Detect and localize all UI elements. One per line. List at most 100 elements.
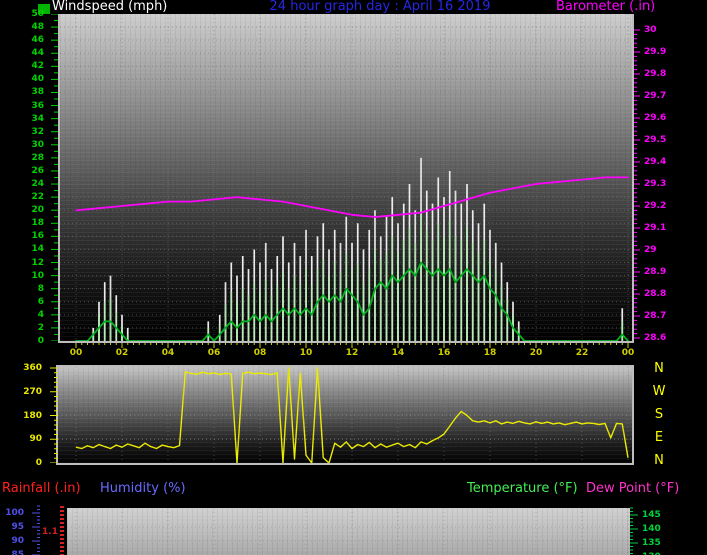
humidity-tick-label: 90 bbox=[11, 536, 24, 546]
hour-tick-label: 08 bbox=[253, 348, 267, 358]
page-title: 24 hour graph day : April 16 2019 bbox=[269, 0, 491, 14]
windspeed-tick-label: 28 bbox=[31, 152, 44, 163]
humidity-axis-ticks bbox=[32, 505, 40, 555]
windspeed-legend-swatch bbox=[38, 4, 50, 14]
windspeed-tick-label: 14 bbox=[31, 244, 44, 255]
direction-tick-label: 360 bbox=[23, 363, 42, 373]
windspeed-tick-label: 34 bbox=[31, 113, 44, 124]
windspeed-tick-label: 30 bbox=[31, 139, 44, 150]
compass-letter: S bbox=[654, 407, 664, 422]
barometer-tick-label: 29.6 bbox=[644, 113, 667, 123]
windspeed-tick-label: 12 bbox=[31, 257, 44, 268]
barometer-tick-label: 28.6 bbox=[644, 333, 667, 343]
humidity-title: Humidity (%) bbox=[100, 481, 186, 496]
windspeed-axis-ticks bbox=[51, 14, 58, 341]
temperature-tick-label: 135 bbox=[642, 538, 661, 548]
direction-tick-label: 180 bbox=[23, 410, 42, 421]
windspeed-axis-labels: 50 48 46 44 42 40 38 36 34 32 30 28 26 24 22 20 18 16 14 12… bbox=[0, 9, 46, 346]
compass-letter: E bbox=[654, 430, 664, 445]
windspeed-tick-label: 36 bbox=[31, 100, 44, 111]
barometer-tick-label: 28.9 bbox=[644, 267, 667, 277]
hour-tick-label: 20 bbox=[529, 348, 543, 358]
hour-tick-label: 00 bbox=[69, 348, 83, 358]
barometer-axis-labels: 30 29.9 29.8 29.7 29.6 29.5 29.4 29.3 29.2 29.1 29… bbox=[644, 14, 704, 343]
barometer-tick-label: 29.9 bbox=[644, 47, 667, 57]
windspeed-tick-label: 22 bbox=[31, 192, 44, 203]
windspeed-tick-label: 42 bbox=[31, 61, 44, 72]
windspeed-tick-label: 46 bbox=[31, 35, 44, 46]
wind-direction-plot-canvas bbox=[58, 367, 632, 463]
temperature-title: Temperature (°F) bbox=[467, 481, 578, 496]
windspeed-tick-label: 8 bbox=[37, 283, 44, 294]
windspeed-tick-label: 18 bbox=[31, 218, 44, 229]
windspeed-tick-label: 2 bbox=[37, 322, 44, 333]
compass-letter: N bbox=[654, 453, 664, 468]
windspeed-tick-label: 4 bbox=[37, 309, 44, 320]
barometer-tick-label: 29.3 bbox=[644, 179, 667, 189]
compass-letter: W bbox=[652, 384, 666, 399]
hour-tick-label: 10 bbox=[299, 348, 313, 358]
barometer-tick-label: 28.7 bbox=[644, 311, 667, 321]
direction-plot-right-border bbox=[632, 365, 634, 465]
main-plot-left-border bbox=[58, 14, 60, 343]
barometer-tick-label: 29.2 bbox=[644, 201, 667, 211]
temperature-axis-labels: 145 140 135 130 bbox=[642, 505, 672, 555]
windspeed-barometer-plot bbox=[60, 14, 632, 341]
barometer-tick-label: 28.8 bbox=[644, 289, 667, 299]
barometer-title: Barometer (.in) bbox=[556, 0, 656, 14]
windspeed-barometer-plot-canvas bbox=[60, 14, 632, 341]
direction-tick-label: 0 bbox=[35, 458, 42, 468]
windspeed-tick-label: 50 bbox=[31, 9, 44, 19]
rainfall-title: Rainfall (.in) bbox=[2, 481, 81, 496]
hour-tick-label: 14 bbox=[391, 348, 405, 358]
windspeed-tick-label: 10 bbox=[31, 270, 44, 281]
barometer-tick-label: 29.4 bbox=[644, 157, 667, 167]
barometer-tick-label: 29.5 bbox=[644, 135, 667, 145]
temperature-tick-label: 145 bbox=[642, 510, 661, 520]
direction-axis-ticks bbox=[50, 367, 58, 463]
rain-humidity-temp-plot-canvas bbox=[67, 508, 630, 555]
hour-tick-label: 18 bbox=[483, 348, 497, 358]
humidity-axis-labels: 100 95 90 85 bbox=[0, 505, 26, 555]
humidity-tick-label: 85 bbox=[11, 550, 24, 555]
hour-tick-label: 02 bbox=[115, 348, 129, 358]
windspeed-tick-label: 24 bbox=[31, 179, 44, 190]
windspeed-tick-label: 20 bbox=[31, 205, 44, 216]
windspeed-tick-label: 0 bbox=[37, 336, 44, 346]
rain-axis-ticks bbox=[60, 506, 64, 555]
main-plot-right-border bbox=[632, 14, 634, 343]
rain-axis-value: 1.1 bbox=[42, 527, 58, 537]
hour-tick-label: 04 bbox=[161, 348, 175, 358]
hour-tick-label: 16 bbox=[437, 348, 451, 358]
hour-tick-label: 06 bbox=[207, 348, 221, 358]
barometer-tick-label: 29.1 bbox=[644, 223, 667, 233]
direction-tick-label: 90 bbox=[29, 434, 42, 445]
windspeed-tick-label: 38 bbox=[31, 87, 44, 98]
barometer-tick-label: 29.8 bbox=[644, 69, 667, 79]
direction-plot-top-border bbox=[56, 365, 634, 367]
temperature-tick-label: 130 bbox=[642, 552, 661, 555]
humidity-tick-label: 100 bbox=[5, 508, 24, 518]
main-plot-bottom-border bbox=[58, 341, 634, 343]
hour-tick-label: 22 bbox=[575, 348, 589, 358]
dew-point-title: Dew Point (°F) bbox=[586, 481, 680, 496]
hour-tick-label: 12 bbox=[345, 348, 359, 358]
barometer-tick-label: 29 bbox=[644, 245, 657, 255]
direction-axis-labels: 360 270 180 90 0 bbox=[0, 363, 44, 468]
barometer-tick-label: 30 bbox=[644, 25, 657, 35]
windspeed-tick-label: 32 bbox=[31, 126, 44, 137]
windspeed-tick-label: 48 bbox=[31, 22, 44, 33]
windspeed-tick-label: 26 bbox=[31, 165, 44, 176]
direction-plot-bottom-border bbox=[56, 463, 634, 465]
hour-axis-labels: 00 02 04 06 08 10 12 14 16 18 20 22 00 bbox=[60, 348, 635, 360]
temperature-axis-ticks bbox=[630, 507, 638, 554]
wind-direction-plot bbox=[58, 367, 632, 463]
windspeed-tick-label: 6 bbox=[37, 296, 44, 307]
hour-tick-label: 00 bbox=[621, 348, 635, 358]
windspeed-tick-label: 40 bbox=[31, 74, 44, 85]
windspeed-tick-label: 44 bbox=[31, 48, 44, 59]
rain-humidity-temp-plot bbox=[67, 508, 630, 555]
windspeed-title: Windspeed (mph) bbox=[52, 0, 168, 14]
compass-letter: N bbox=[654, 361, 664, 376]
